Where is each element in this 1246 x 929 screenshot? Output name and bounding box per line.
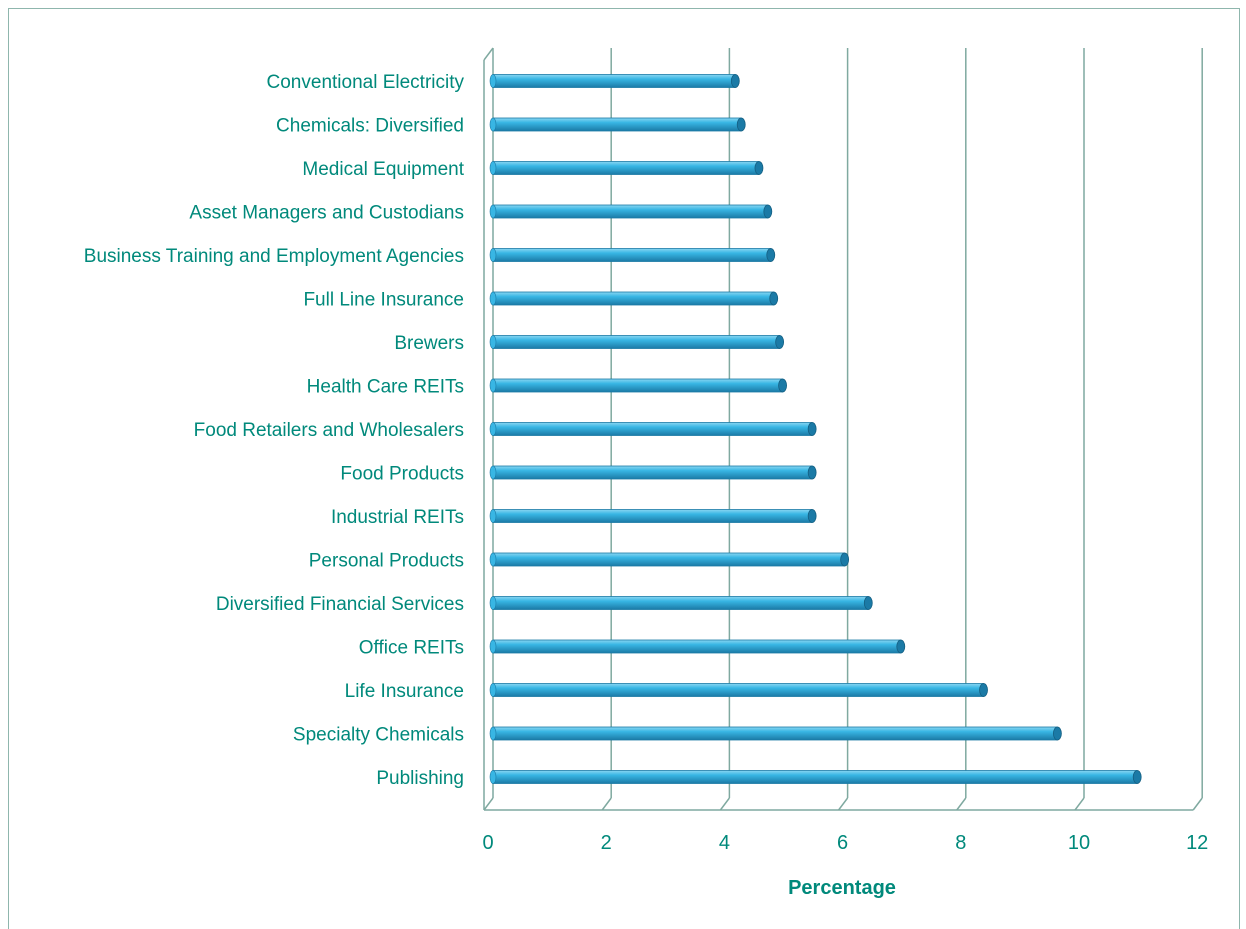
category-label-3: Medical Equipment [302, 159, 464, 180]
bar-6 [489, 291, 779, 306]
category-label-1: Conventional Electricity [267, 72, 465, 93]
bar-5 [489, 248, 776, 262]
gridline-floor-6 [837, 797, 849, 811]
bars [489, 74, 1142, 784]
bar-17 [489, 770, 1142, 784]
wall-top-edge [483, 47, 494, 61]
bar-4 [489, 204, 773, 219]
category-label-2: Chemicals: Diversified [276, 116, 464, 137]
category-label-15: Life Insurance [345, 681, 464, 702]
bar-14 [489, 639, 906, 654]
gridline-floor-8 [956, 797, 967, 811]
gridline-floor-0 [483, 797, 494, 811]
bar-15 [489, 683, 988, 697]
bar-3 [489, 161, 764, 175]
category-label-6: Full Line Insurance [303, 290, 464, 311]
gridline-floor-4 [719, 797, 731, 811]
gridline-floor-10 [1074, 797, 1085, 811]
x-tick-label-12: 12 [1186, 832, 1208, 854]
category-label-11: Industrial REITs [331, 507, 464, 528]
category-label-9: Food Retailers and Wholesalers [194, 420, 464, 441]
bar-12 [489, 552, 850, 567]
gridline-floor-2 [601, 797, 612, 811]
bar-2 [489, 117, 746, 132]
x-tick-labels: 0 2 4 6 8 10 12 [482, 832, 1208, 854]
bar-10 [489, 465, 817, 480]
bar-13 [489, 596, 873, 610]
x-tick-label-0: 0 [482, 832, 493, 854]
category-label-4: Asset Managers and Custodians [189, 203, 464, 224]
gridline-floor-12 [1192, 797, 1203, 811]
bar-16 [489, 726, 1062, 741]
bar-1 [489, 74, 740, 88]
category-label-12: Personal Products [309, 551, 464, 572]
bar-11 [489, 509, 817, 523]
category-label-7: Brewers [394, 333, 464, 354]
category-label-8: Health Care REITs [307, 377, 464, 398]
x-tick-label-6: 6 [837, 832, 848, 854]
x-tick-label-4: 4 [719, 832, 730, 854]
category-label-17: Publishing [376, 768, 464, 789]
bar-8 [489, 378, 787, 393]
category-labels: Conventional Electricity Chemicals: Diver… [84, 72, 465, 789]
category-label-16: Specialty Chemicals [293, 725, 464, 746]
chart-frame [8, 8, 1240, 929]
x-tick-label-2: 2 [601, 832, 612, 854]
x-tick-label-10: 10 [1068, 832, 1090, 854]
bar-7 [489, 335, 785, 349]
x-tick-label-8: 8 [955, 832, 966, 854]
bar-9 [489, 422, 817, 436]
category-label-13: Diversified Financial Services [216, 594, 464, 615]
x-axis-title: Percentage [788, 877, 896, 899]
category-label-10: Food Products [340, 464, 464, 485]
category-label-14: Office REITs [359, 638, 464, 659]
category-label-5: Business Training and Employment Agencie… [84, 246, 464, 267]
